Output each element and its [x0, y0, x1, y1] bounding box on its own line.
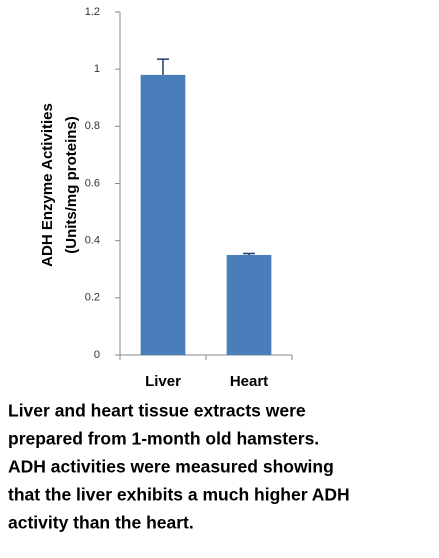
caption-line: activity than the heart.	[8, 513, 194, 533]
x-tick-label: Heart	[230, 373, 268, 390]
bar	[226, 254, 272, 355]
y-tick-label: 0.4	[85, 235, 100, 247]
y-tick-label: 0	[94, 349, 100, 361]
y-tick-label: 0.2	[85, 292, 100, 304]
caption-line: that the liver exhibits a much higher AD…	[8, 485, 350, 505]
y-tick-label: 1.2	[85, 6, 100, 18]
error-bar	[243, 252, 255, 255]
caption-line: prepared from 1-month old hamsters.	[8, 429, 319, 449]
caption-line: Liver and heart tissue extracts were	[8, 401, 306, 421]
x-tick-label: Liver	[145, 373, 181, 390]
caption-line: ADH activities were measured showing	[8, 457, 334, 477]
error-bar	[157, 58, 169, 75]
y-tick-label: 1	[94, 63, 100, 75]
bar	[140, 74, 186, 355]
y-axis-label: (Units/mg proteins)	[63, 116, 80, 254]
y-tick-label: 0.8	[85, 120, 100, 132]
y-tick-label: 0.6	[85, 177, 100, 189]
y-axis-label: ADH Enzyme Activities	[39, 103, 56, 267]
